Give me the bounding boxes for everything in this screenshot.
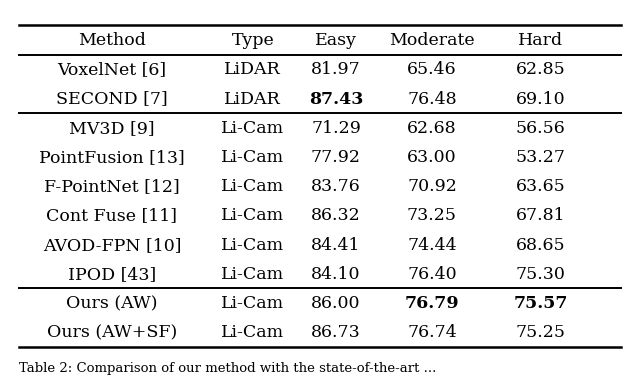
Text: MV3D [9]: MV3D [9] (69, 120, 155, 137)
Text: Method: Method (78, 32, 146, 49)
Text: 77.92: 77.92 (311, 149, 361, 166)
Text: Li-Cam: Li-Cam (221, 266, 284, 283)
Text: 74.44: 74.44 (407, 237, 457, 253)
Text: 84.41: 84.41 (311, 237, 361, 253)
Text: 86.32: 86.32 (311, 207, 361, 224)
Text: 71.29: 71.29 (311, 120, 361, 137)
Text: Cont Fuse [11]: Cont Fuse [11] (47, 207, 177, 224)
Text: 69.10: 69.10 (516, 91, 566, 108)
Text: 73.25: 73.25 (407, 207, 457, 224)
Text: 75.25: 75.25 (516, 324, 566, 341)
Text: Li-Cam: Li-Cam (221, 324, 284, 341)
Text: Ours (AW): Ours (AW) (67, 295, 157, 312)
Text: Table 2: Comparison of our method with the state-of-the-art ...: Table 2: Comparison of our method with t… (19, 361, 436, 375)
Text: 70.92: 70.92 (407, 178, 457, 195)
Text: F-PointNet [12]: F-PointNet [12] (44, 178, 180, 195)
Text: 67.81: 67.81 (516, 207, 566, 224)
Text: SECOND [7]: SECOND [7] (56, 91, 168, 108)
Text: 76.40: 76.40 (407, 266, 457, 283)
Text: 76.74: 76.74 (407, 324, 457, 341)
Text: 87.43: 87.43 (309, 91, 363, 108)
Text: 81.97: 81.97 (311, 62, 361, 78)
Text: 62.85: 62.85 (516, 62, 566, 78)
Text: 63.00: 63.00 (407, 149, 457, 166)
Text: Type: Type (232, 32, 274, 49)
Text: 65.46: 65.46 (407, 62, 457, 78)
Text: 83.76: 83.76 (311, 178, 361, 195)
Text: Li-Cam: Li-Cam (221, 237, 284, 253)
Text: 86.00: 86.00 (311, 295, 361, 312)
Text: IPOD [43]: IPOD [43] (68, 266, 156, 283)
Text: Li-Cam: Li-Cam (221, 207, 284, 224)
Text: 75.57: 75.57 (513, 295, 568, 312)
Text: 76.79: 76.79 (404, 295, 460, 312)
Text: Li-Cam: Li-Cam (221, 120, 284, 137)
Text: VoxelNet [6]: VoxelNet [6] (58, 62, 166, 78)
Text: Li-Cam: Li-Cam (221, 149, 284, 166)
Text: 75.30: 75.30 (516, 266, 566, 283)
Text: Li-Cam: Li-Cam (221, 178, 284, 195)
Text: 76.48: 76.48 (407, 91, 457, 108)
Text: 86.73: 86.73 (311, 324, 361, 341)
Text: 63.65: 63.65 (516, 178, 566, 195)
Text: 53.27: 53.27 (516, 149, 566, 166)
Text: AVOD-FPN [10]: AVOD-FPN [10] (43, 237, 181, 253)
Text: Moderate: Moderate (389, 32, 475, 49)
Text: Hard: Hard (518, 32, 563, 49)
Text: Easy: Easy (315, 32, 357, 49)
Text: LiDAR: LiDAR (225, 91, 281, 108)
Text: 62.68: 62.68 (407, 120, 457, 137)
Text: 56.56: 56.56 (516, 120, 566, 137)
Text: Li-Cam: Li-Cam (221, 295, 284, 312)
Text: 68.65: 68.65 (516, 237, 566, 253)
Text: LiDAR: LiDAR (225, 62, 281, 78)
Text: 84.10: 84.10 (311, 266, 361, 283)
Text: PointFusion [13]: PointFusion [13] (39, 149, 185, 166)
Text: Ours (AW+SF): Ours (AW+SF) (47, 324, 177, 341)
